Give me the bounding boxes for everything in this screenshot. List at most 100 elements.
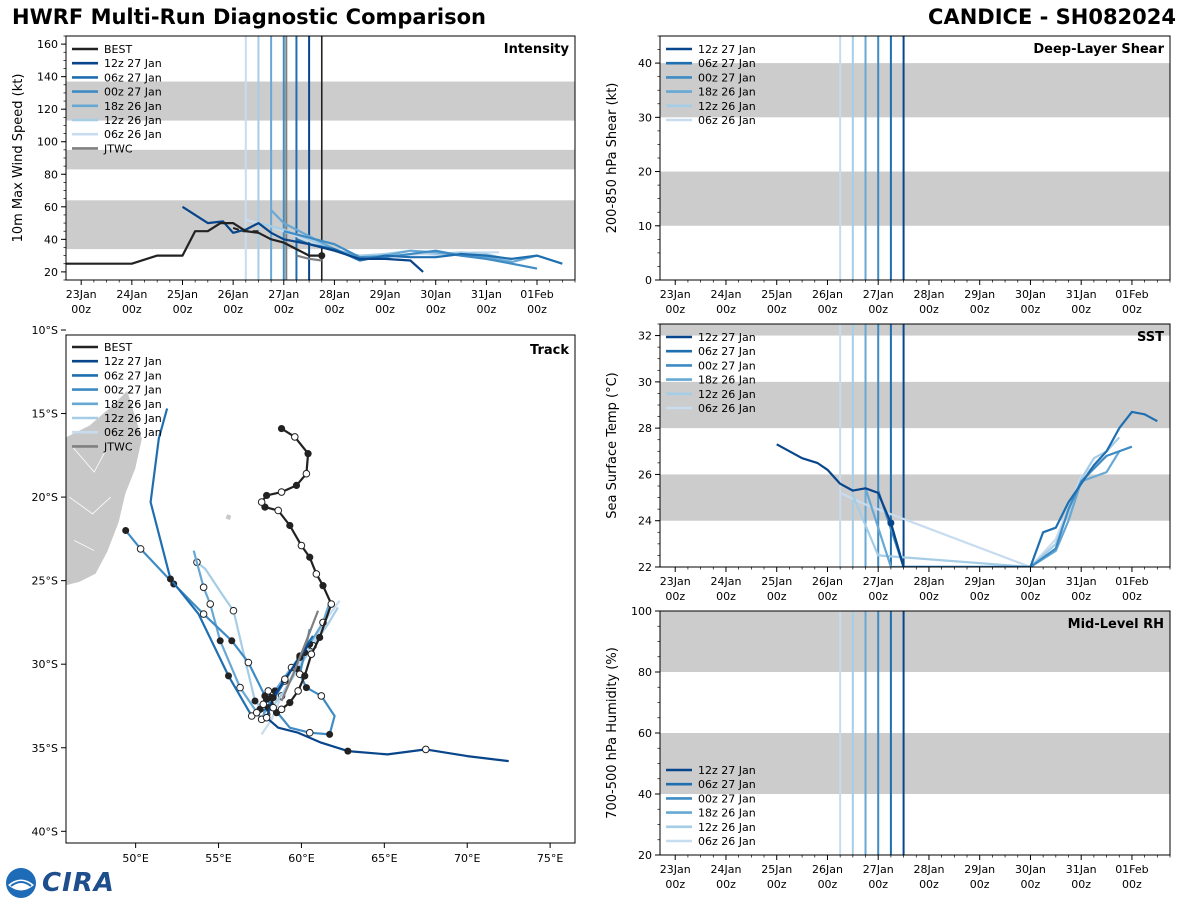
panel-track: 50°E 55°E 60°E 65°E 70°E 75°E 10°S 15°S 20°S 25°S… — [32, 324, 576, 865]
shear-ylabel: 200-850 hPa Shear (kt) — [605, 83, 620, 234]
track-point-12z-27-jan — [421, 745, 430, 754]
panel-sst: 22 24 26 28 30 32 23Jan 00z 24Jan 00z 25Jan 00z 26Ja… — [605, 323, 1171, 603]
intensity-xtick-day-30jan: 30Jan — [420, 288, 451, 301]
track-point-best — [274, 506, 283, 515]
panel-rh: 20 40 60 80 100 23Jan 00z 24Jan 00z 25Jan 00z 26Jan… — [605, 605, 1171, 891]
intensity-ytick-label-100: 100 — [37, 136, 58, 149]
intensity-ylabel: 10m Max Wind Speed (kt) — [11, 74, 26, 243]
track-point-best — [267, 694, 276, 702]
track-land-boundary-1 — [69, 496, 112, 515]
track-land-boundary-2 — [74, 540, 95, 551]
track-point-12z-27-jan — [344, 747, 352, 755]
track-point-best — [304, 450, 312, 458]
track-point-best — [257, 498, 266, 506]
sst-ytick-label-30: 30 — [638, 376, 652, 389]
rh-xtick-hour-27jan: 00z — [868, 878, 888, 891]
track-point-12z-26-jan — [229, 606, 238, 615]
track-point-best — [264, 687, 273, 695]
intensity-legend-entry-12z-27-jan: 12z 27 Jan — [104, 57, 162, 70]
track-point-best — [302, 469, 311, 478]
intensity-legend-entry-12z-26-jan: 12z 26 Jan — [104, 114, 162, 127]
track-point-best — [277, 705, 286, 714]
sst-ytick-label-28: 28 — [638, 422, 652, 435]
rh-panel-title: Mid-Level RH — [1068, 617, 1164, 632]
rh-ylabel: 700-500 hPa Humidity (%) — [605, 647, 620, 819]
shear-legend-entry-18z-26-jan: 18z 26 Jan — [698, 86, 756, 99]
track-legend-entry-12z-26-jan: 12z 26 Jan — [104, 412, 162, 425]
track-point-06z-27-jan — [166, 575, 174, 583]
sst-panel-title: SST — [1137, 330, 1164, 345]
sst-xtick-day-24jan: 24Jan — [710, 575, 741, 588]
shear-legend-entry-12z-27-jan: 12z 27 Jan — [698, 43, 756, 56]
track-point-12z-26-jan — [251, 697, 259, 705]
intensity-ytick-label-20: 20 — [44, 266, 58, 279]
sst-band-2 — [660, 324, 1170, 336]
sst-xtick-day-27jan: 27Jan — [863, 575, 894, 588]
sst-xtick-day-26jan: 26Jan — [812, 575, 843, 588]
track-point-best — [301, 672, 309, 680]
shear-xtick-day-24jan: 24Jan — [710, 288, 741, 301]
intensity-xtick-hour-27jan: 00z — [274, 303, 294, 316]
track-point-best — [277, 424, 286, 433]
intensity-legend-entry-18z-26-jan: 18z 26 Jan — [104, 100, 162, 113]
track-point-best — [269, 703, 278, 712]
track-point-best — [327, 600, 336, 608]
shear-panel-title: Deep-Layer Shear — [1033, 42, 1164, 57]
rh-xtick-day-01feb: 01Feb — [1115, 863, 1148, 876]
shear-legend-entry-12z-26-jan: 12z 26 Jan — [698, 100, 756, 113]
track-land-0 — [66, 389, 143, 587]
shear-ytick-label-0: 0 — [645, 274, 652, 287]
track-point-00z-27-jan — [244, 658, 253, 667]
intensity-series-best — [66, 222, 322, 265]
intensity-xtick-day-01feb: 01Feb — [520, 288, 553, 301]
intensity-band-1 — [66, 149, 575, 170]
rh-xtick-hour-30jan: 00z — [1021, 878, 1041, 891]
intensity-best-last-point — [318, 252, 326, 260]
shear-ytick-label-30: 30 — [638, 111, 652, 124]
shear-xtick-day-31jan: 31Jan — [1066, 288, 1097, 301]
intensity-xtick-hour-30jan: 00z — [426, 303, 446, 316]
track-point-00z-27-jan — [228, 637, 236, 645]
track-point-00z-27-jan — [305, 728, 314, 737]
rh-xtick-day-30jan: 30Jan — [1015, 863, 1046, 876]
intensity-legend-entry-00z-27-jan: 00z 27 Jan — [104, 86, 162, 99]
track-point-best — [306, 553, 314, 561]
intensity-xtick-hour-01feb: 00z — [527, 303, 547, 316]
intensity-xtick-day-31jan: 31Jan — [471, 288, 502, 301]
shear-xtick-hour-26jan: 00z — [818, 303, 838, 316]
track-xtick-label-55: 55°E — [205, 852, 231, 865]
rh-ytick-label-60: 60 — [638, 727, 652, 740]
rh-xtick-hour-01feb: 00z — [1122, 878, 1142, 891]
track-legend-entry-18z-26-jan: 18z 26 Jan — [104, 398, 162, 411]
sst-ytick-label-24: 24 — [638, 515, 652, 528]
track-ytick-label-15: 15°S — [32, 408, 58, 421]
shear-xtick-day-28jan: 28Jan — [913, 288, 944, 301]
intensity-xtick-hour-24jan: 00z — [122, 303, 142, 316]
sst-legend-entry-06z-27-jan: 06z 27 Jan — [698, 345, 756, 358]
intensity-xtick-day-24jan: 24Jan — [116, 288, 147, 301]
rh-legend-entry-06z-27-jan: 06z 27 Jan — [698, 778, 756, 791]
track-point-best — [292, 481, 301, 489]
sst-xtick-hour-01feb: 00z — [1122, 590, 1142, 603]
track-point-00z-27-jan — [122, 527, 130, 535]
sst-xtick-day-25jan: 25Jan — [761, 575, 792, 588]
shear-xtick-hour-01feb: 00z — [1122, 303, 1142, 316]
rh-legend-entry-18z-26-jan: 18z 26 Jan — [698, 807, 756, 820]
panel-intensity: 20 40 60 80 100 120 140 160 23Jan 00z 24Jan 00z 25Ja… — [11, 35, 576, 316]
track-series-00z-27-jan — [124, 529, 336, 736]
sst-xtick-hour-24jan: 00z — [716, 590, 736, 603]
intensity-xtick-day-28jan: 28Jan — [319, 288, 350, 301]
intensity-series-jtwc — [296, 254, 322, 262]
intensity-xtick-day-27jan: 27Jan — [268, 288, 299, 301]
rh-xtick-day-29jan: 29Jan — [964, 863, 995, 876]
rh-band-0 — [660, 733, 1170, 794]
intensity-ytick-label-160: 160 — [37, 38, 58, 51]
sst-band-1 — [660, 381, 1170, 429]
shear-legend-entry-06z-27-jan: 06z 27 Jan — [698, 57, 756, 70]
intensity-panel-title: Intensity — [504, 42, 570, 57]
intensity-xtick-hour-26jan: 00z — [223, 303, 243, 316]
shear-xtick-hour-24jan: 00z — [716, 303, 736, 316]
